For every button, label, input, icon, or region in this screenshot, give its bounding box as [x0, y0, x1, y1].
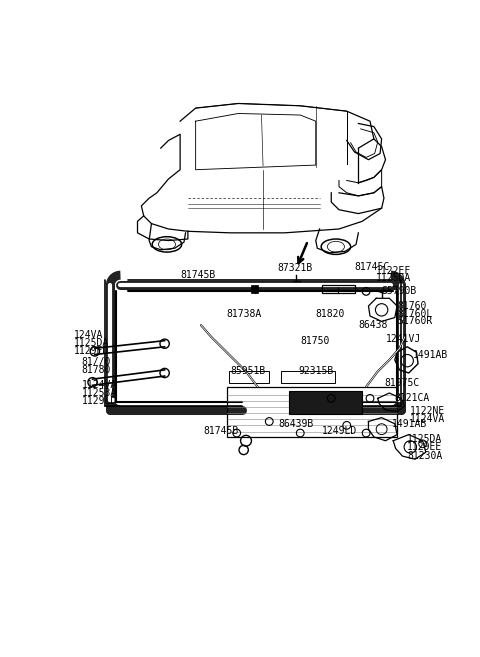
Text: 1491AB: 1491AB	[392, 419, 427, 429]
Text: 1122EF: 1122EF	[376, 265, 411, 275]
Text: 81780: 81780	[82, 365, 111, 375]
Text: 1124VA: 1124VA	[82, 380, 117, 390]
Text: 11253A: 11253A	[82, 388, 117, 398]
Text: 1249LD: 1249LD	[322, 426, 357, 436]
Text: 8121CA: 8121CA	[395, 394, 430, 403]
Text: 1491AB: 1491AB	[413, 350, 448, 359]
Text: 81750: 81750	[300, 336, 330, 346]
Circle shape	[379, 288, 384, 293]
Text: 86439B: 86439B	[278, 419, 314, 429]
Bar	[281, 371, 335, 383]
Text: 1125DA: 1125DA	[74, 338, 109, 348]
Text: 1129ED: 1129ED	[74, 346, 109, 355]
Text: 81745C: 81745C	[355, 261, 390, 272]
Text: 81745B: 81745B	[204, 426, 239, 436]
Text: 81738A: 81738A	[227, 309, 262, 319]
Text: 87321B: 87321B	[277, 263, 312, 273]
Bar	[288, 391, 362, 414]
Text: 81760: 81760	[397, 301, 427, 311]
Text: 81//0: 81//0	[82, 357, 111, 367]
Text: 124VA: 124VA	[74, 330, 103, 340]
Text: 1241VJ: 1241VJ	[385, 334, 421, 344]
Text: 81975C: 81975C	[384, 378, 419, 388]
Text: 92315B: 92315B	[299, 367, 334, 376]
Text: 81820: 81820	[316, 309, 345, 319]
Text: 1124VA: 1124VA	[410, 414, 445, 424]
Bar	[227, 387, 397, 437]
Text: S1760R: S1760R	[397, 317, 432, 327]
Bar	[252, 285, 258, 293]
Text: S5790B: S5790B	[382, 286, 417, 296]
Text: 85951B: 85951B	[230, 367, 266, 376]
Bar	[229, 371, 269, 383]
Text: 1129LD: 1129LD	[82, 396, 117, 406]
Text: 81745B: 81745B	[180, 270, 216, 280]
Text: 81230A: 81230A	[407, 451, 443, 461]
Text: 1129EE: 1129EE	[407, 442, 443, 452]
Text: 1125DA: 1125DA	[376, 273, 411, 283]
Text: 1122NE: 1122NE	[410, 407, 445, 417]
Text: 86438: 86438	[359, 320, 388, 330]
Bar	[322, 285, 355, 293]
Text: 1125DA: 1125DA	[407, 434, 443, 444]
Text: 81760L: 81760L	[397, 309, 432, 319]
